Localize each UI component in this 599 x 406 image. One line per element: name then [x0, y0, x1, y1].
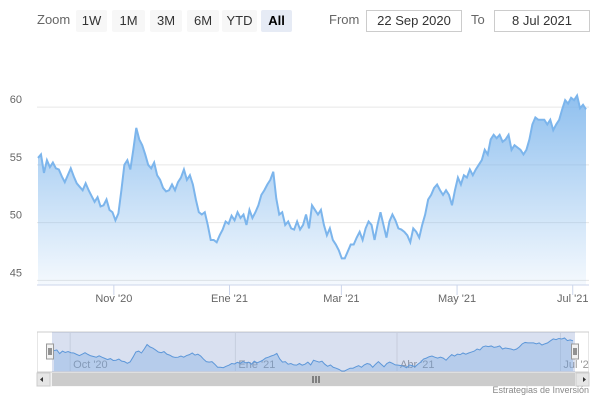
x-tick-label: Mar '21 [323, 293, 359, 305]
area-line [37, 92, 587, 260]
scrollbar-arrow[interactable] [575, 372, 590, 387]
x-tick-label: Ene '21 [211, 293, 248, 305]
x-tick-label: Nov '20 [95, 293, 132, 305]
y-tick-label: 55 [10, 152, 22, 164]
y-tick-label: 45 [10, 267, 22, 279]
navigator-line [53, 337, 574, 372]
navigator-tick-label: Jul '21 [563, 359, 594, 371]
range-button[interactable]: YTD [222, 10, 257, 32]
from-label: From [329, 12, 360, 27]
navigator-tick-label: Oct '20 [73, 359, 108, 371]
area-fill [38, 95, 586, 286]
range-button[interactable]: 6M [187, 10, 219, 32]
to-label: To [471, 12, 485, 27]
x-tick-label: May '21 [438, 293, 476, 305]
range-button[interactable]: 1W [76, 10, 107, 32]
range-button[interactable]: All [261, 10, 292, 32]
navigator-handle[interactable] [571, 343, 579, 360]
navigator-mask [52, 332, 575, 372]
from-input[interactable]: 22 Sep 2020 [366, 10, 462, 32]
y-tick-label: 50 [10, 210, 22, 222]
range-button[interactable]: 3M [150, 10, 182, 32]
y-tick-label: 60 [10, 94, 22, 106]
navigator-area [54, 338, 573, 371]
range-button[interactable]: 1M [112, 10, 145, 32]
x-tick-label: Jul '21 [557, 293, 588, 305]
navigator-handle[interactable] [46, 343, 54, 360]
arrow-icon [583, 377, 586, 382]
arrow-icon [40, 377, 43, 382]
to-input[interactable]: 8 Jul 2021 [494, 10, 590, 32]
scrollbar-arrow[interactable] [36, 372, 51, 387]
credits[interactable]: Estrategias de Inversión [492, 385, 589, 395]
zoom-label: Zoom [37, 12, 71, 27]
navigator-outline [37, 331, 589, 373]
